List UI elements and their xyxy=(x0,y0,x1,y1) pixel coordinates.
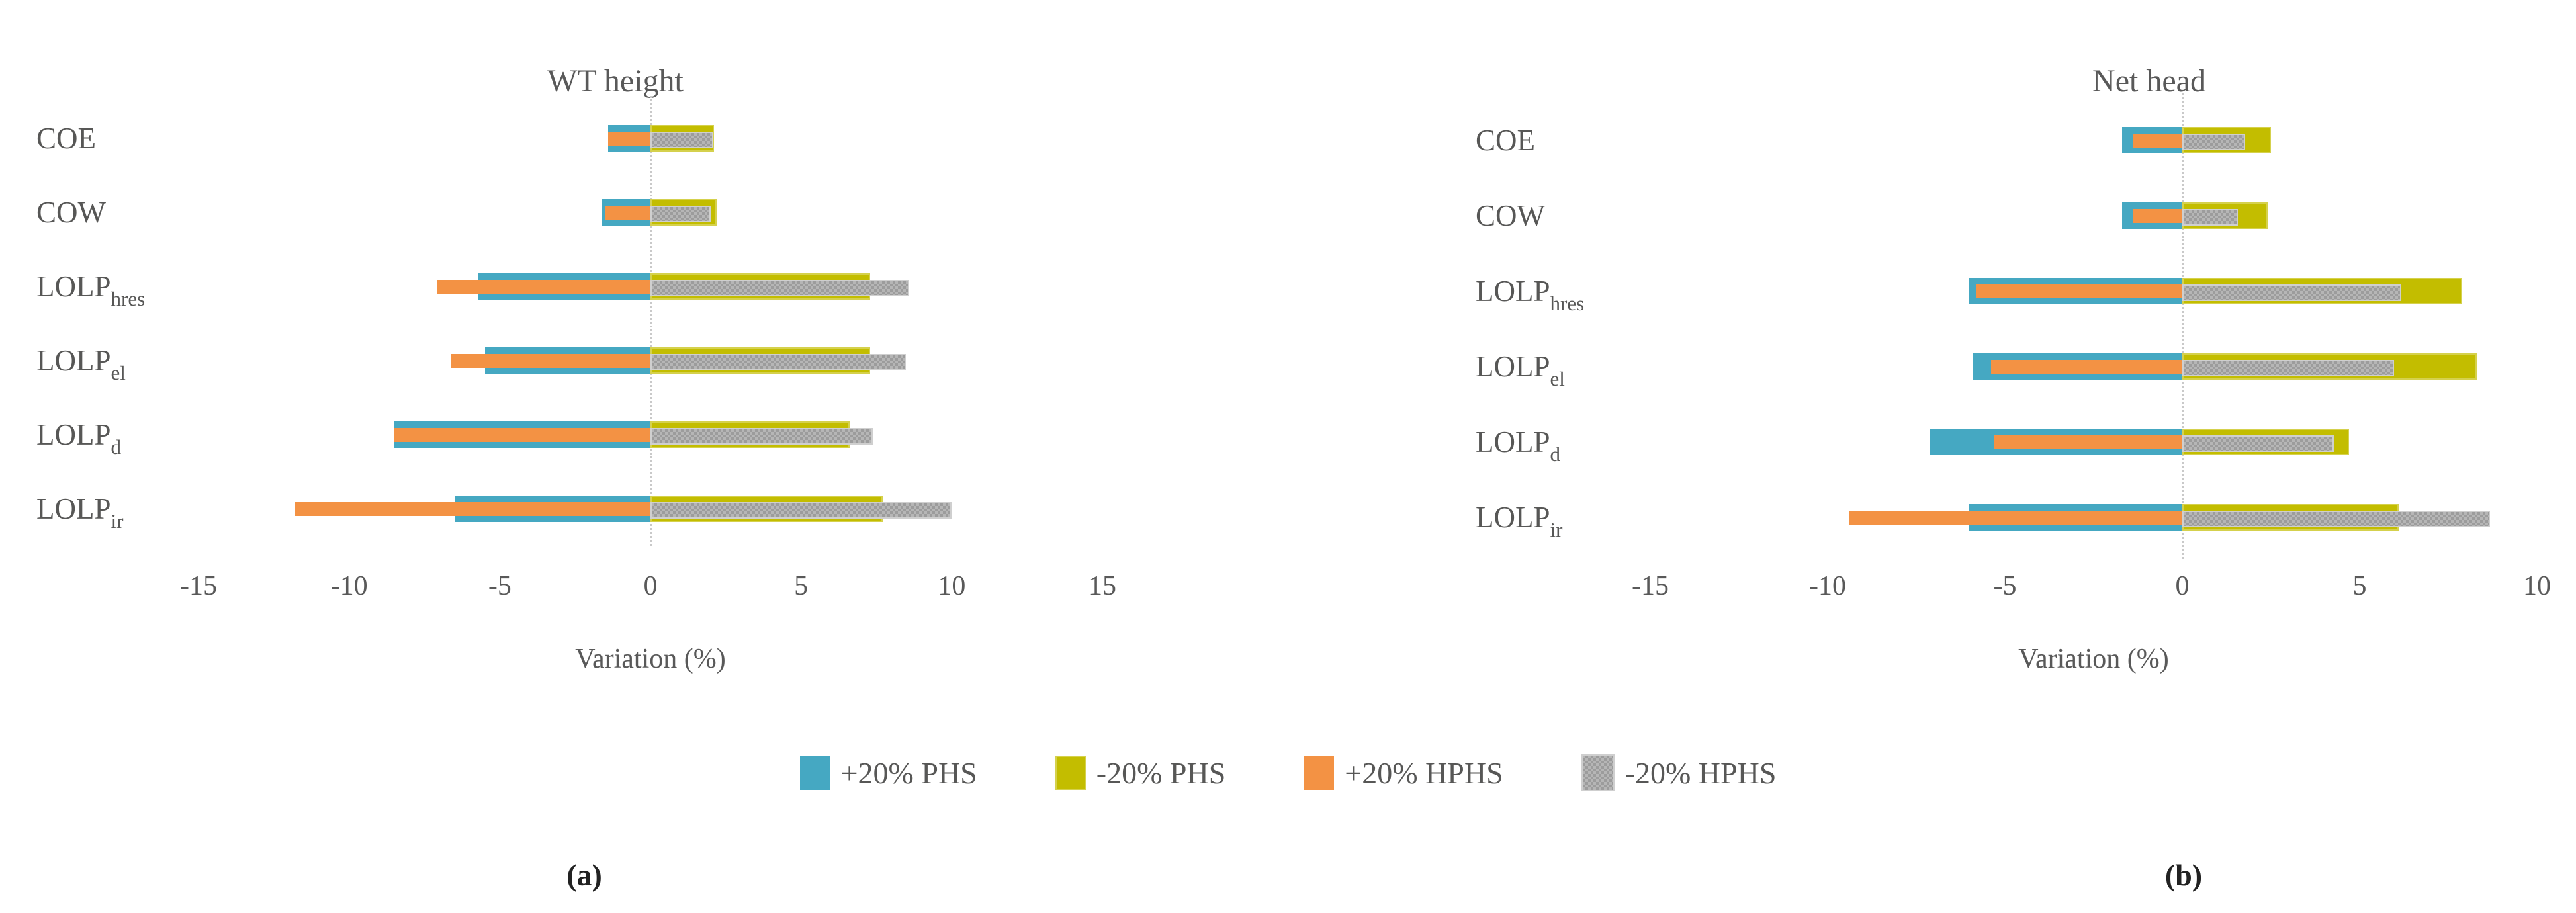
caption-a: (a) xyxy=(566,858,602,892)
x-axis-tick-label: 15 xyxy=(1088,571,1116,601)
category-label-lolpel: LOLPel xyxy=(1476,347,1565,399)
category-label-lolpel: LOLPel xyxy=(36,341,126,393)
category-label-lolpd: LOLPd xyxy=(1476,422,1560,474)
zero-gridline xyxy=(650,96,652,546)
x-axis-tick-label: 5 xyxy=(2352,571,2367,601)
legend-swatch-icon xyxy=(1581,754,1615,791)
bar-20-hphs-lolphres xyxy=(1976,284,2182,298)
category-label-base: LOLP xyxy=(1476,350,1550,383)
category-label-lolpd: LOLPd xyxy=(36,415,121,467)
bar-20-hphs-coe xyxy=(2182,134,2246,150)
category-label-coe: COE xyxy=(1476,120,1535,160)
x-axis-tick-label: 0 xyxy=(643,571,658,601)
bar-20-hphs-cow xyxy=(605,206,650,220)
category-label-subscript: el xyxy=(111,361,126,384)
bar-20-hphs-lolpir xyxy=(2182,511,2490,527)
bar-20-hphs-lolpir xyxy=(650,502,952,519)
bar-20-hphs-lolpel xyxy=(2182,360,2395,376)
caption-b: (b) xyxy=(2164,858,2203,892)
category-label-base: LOLP xyxy=(36,418,111,451)
category-label-base: LOLP xyxy=(1476,501,1550,534)
legend-item-20-hphs: -20% HPHS xyxy=(1581,754,1777,791)
category-label-subscript: hres xyxy=(111,287,146,310)
legend-item-20-hphs: +20% HPHS xyxy=(1304,756,1503,791)
bar-20-hphs-lolpir xyxy=(294,502,650,516)
category-label-cow: COW xyxy=(36,193,106,232)
category-label-base: COE xyxy=(36,122,96,155)
bar-20-hphs-lolphres xyxy=(436,280,650,294)
category-label-subscript: d xyxy=(111,435,122,458)
category-label-lolphres: LOLPhres xyxy=(36,267,145,319)
category-label-subscript: ir xyxy=(111,509,124,533)
legend: +20% PHS -20% PHS +20% HPHS -20% HPHS xyxy=(0,754,2576,791)
bar-20-hphs-coe xyxy=(608,132,650,146)
legend-label: +20% HPHS xyxy=(1345,756,1503,790)
chart-title: Net head xyxy=(2092,64,2206,99)
bar-20-hphs-lolpir xyxy=(1849,511,2182,525)
bar-20-hphs-cow xyxy=(2182,209,2239,226)
category-label-base: COW xyxy=(36,196,106,229)
category-label-base: LOLP xyxy=(36,344,111,377)
category-label-lolpir: LOLPir xyxy=(36,489,123,541)
x-axis-title: Variation (%) xyxy=(2018,644,2169,674)
legend-label: -20% PHS xyxy=(1096,756,1226,790)
bar-20-hphs-lolpd xyxy=(2182,435,2334,452)
category-label-coe: COE xyxy=(36,118,96,158)
bar-20-hphs-lolphres xyxy=(2182,284,2401,301)
category-label-subscript: d xyxy=(1550,443,1561,466)
legend-item-20-phs: -20% PHS xyxy=(1055,756,1226,791)
x-axis-tick-label: -10 xyxy=(330,571,368,601)
bar-20-hphs-lolphres xyxy=(650,280,910,296)
x-axis-tick-label: -5 xyxy=(1993,571,2017,601)
bar-20-hphs-lolpel xyxy=(650,354,907,370)
legend-item-20-phs: +20% PHS xyxy=(799,756,977,791)
legend-swatch-icon xyxy=(799,756,830,790)
x-axis-tick-label: -15 xyxy=(180,571,217,601)
x-axis-tick-label: 0 xyxy=(2175,571,2190,601)
bar-20-hphs-coe xyxy=(650,132,714,148)
x-axis-tick-label: -10 xyxy=(1809,571,1846,601)
category-label-base: LOLP xyxy=(36,492,111,525)
x-axis-tick-label: 10 xyxy=(2523,571,2551,601)
bar-20-hphs-coe xyxy=(2132,134,2182,148)
bar-20-hphs-cow xyxy=(650,206,711,222)
category-label-base: COE xyxy=(1476,124,1535,157)
category-label-lolpir: LOLPir xyxy=(1476,498,1562,550)
category-label-subscript: el xyxy=(1550,367,1565,390)
category-label-lolphres: LOLPhres xyxy=(1476,271,1584,324)
zero-gridline xyxy=(2182,93,2184,559)
x-axis-tick-label: -15 xyxy=(1632,571,1669,601)
category-label-cow: COW xyxy=(1476,196,1545,236)
bar-20-hphs-cow xyxy=(2132,209,2182,223)
category-label-subscript: ir xyxy=(1550,518,1563,541)
x-axis-tick-label: -5 xyxy=(488,571,511,601)
legend-swatch-icon xyxy=(1055,756,1086,790)
bar-20-hphs-lolpel xyxy=(1990,360,2182,374)
x-axis-tick-label: 5 xyxy=(794,571,809,601)
category-label-subscript: hres xyxy=(1550,292,1585,315)
category-label-base: COW xyxy=(1476,199,1545,232)
chart-title: WT height xyxy=(547,64,684,99)
category-label-base: LOLP xyxy=(1476,275,1550,308)
category-label-base: LOLP xyxy=(36,270,111,303)
legend-label: -20% HPHS xyxy=(1624,756,1777,790)
legend-label: +20% PHS xyxy=(840,756,977,790)
x-axis-title: Variation (%) xyxy=(575,644,726,674)
legend-swatch-icon xyxy=(1304,756,1335,790)
x-axis-tick-label: 10 xyxy=(938,571,966,601)
bar-20-hphs-lolpel xyxy=(451,354,650,368)
bar-20-hphs-lolpd xyxy=(394,428,650,442)
bar-20-hphs-lolpd xyxy=(650,428,873,445)
category-label-base: LOLP xyxy=(1476,425,1550,458)
bar-20-hphs-lolpd xyxy=(1994,435,2182,449)
